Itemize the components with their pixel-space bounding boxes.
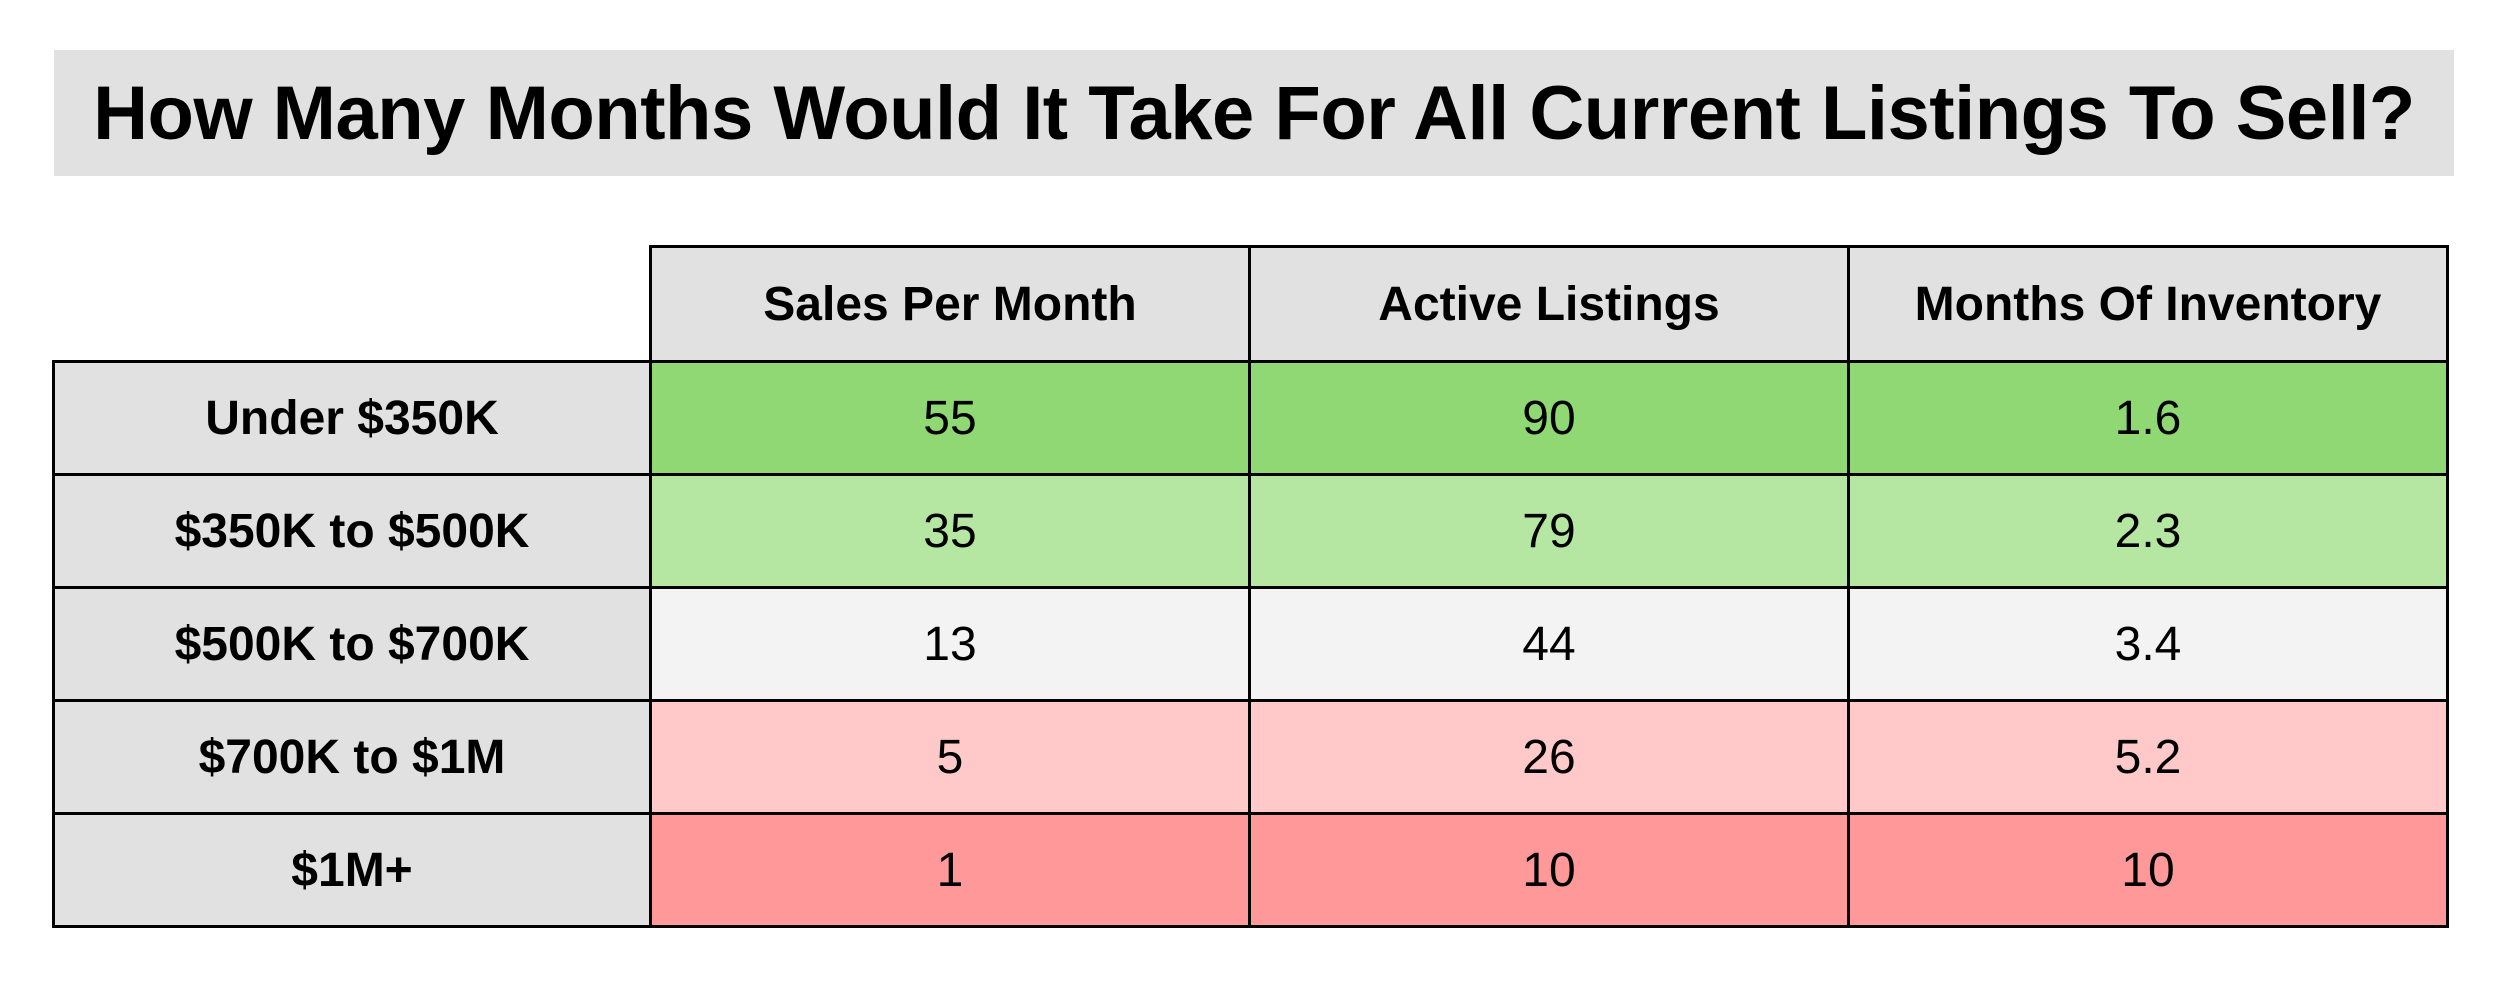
chart-title: How Many Months Would It Take For All Cu…: [93, 70, 2415, 156]
row-label: $700K to $1M: [52, 699, 652, 815]
row-label: Under $350K: [52, 360, 652, 476]
table-cell: 5: [649, 699, 1251, 815]
table-cell: 55: [649, 360, 1251, 476]
column-header: Sales Per Month: [649, 245, 1251, 363]
table-cell: 13: [649, 586, 1251, 702]
table-cell: 79: [1248, 473, 1850, 589]
row-label: $500K to $700K: [52, 586, 652, 702]
inventory-table: Sales Per Month Active Listings Months Of …: [52, 245, 2455, 942]
table-cell: 1: [649, 812, 1251, 928]
table-cell: 26: [1248, 699, 1850, 815]
table-cell: 44: [1248, 586, 1850, 702]
table-cell: 35: [649, 473, 1251, 589]
row-label: $350K to $500K: [52, 473, 652, 589]
table-cell: 10: [1847, 812, 2449, 928]
table-cell: 5.2: [1847, 699, 2449, 815]
table-cell: 3.4: [1847, 586, 2449, 702]
table-cell: 1.6: [1847, 360, 2449, 476]
column-header: Active Listings: [1248, 245, 1850, 363]
row-label: $1M+: [52, 812, 652, 928]
table-cell: 90: [1248, 360, 1850, 476]
title-banner: How Many Months Would It Take For All Cu…: [54, 50, 2454, 176]
column-header: Months Of Inventory: [1847, 245, 2449, 363]
table-cell: 10: [1248, 812, 1850, 928]
table-cell: 2.3: [1847, 473, 2449, 589]
